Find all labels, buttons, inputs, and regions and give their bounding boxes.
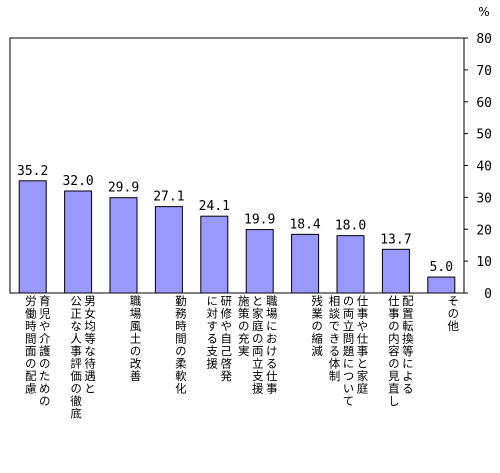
data-label: 29.9 (108, 181, 139, 196)
x-tick-label-line: 育児や介護のための (37, 295, 52, 408)
bar (245, 229, 274, 294)
bar (154, 206, 183, 294)
bar (381, 248, 410, 294)
data-label: 27.1 (153, 190, 184, 205)
x-tick-label-line: 仕事や仕事と家庭 (355, 295, 370, 395)
y-axis: 0 10 20 30 40 50 60 70 80 (464, 32, 492, 302)
y-tick-label: 30 (476, 191, 492, 206)
unit-label: % (478, 5, 489, 19)
x-tick-label: 職場風土の改善 (105, 295, 143, 383)
x-tick-label: 職場における仕事 と家庭の両立支援 施策の充実 (237, 295, 279, 395)
y-tick-label: 40 (476, 160, 492, 175)
y-tick-label: 60 (476, 96, 492, 111)
x-tick-label-line: の両立問題について (341, 295, 356, 408)
x-tick-label-line: 労働時間面の配慮 (23, 295, 38, 395)
bar (291, 233, 320, 294)
data-label: 18.4 (289, 217, 320, 232)
bar (200, 215, 229, 294)
y-tick-label: 70 (476, 64, 492, 79)
x-tick-label-line: 勤務時間の柔軟化 (173, 295, 188, 395)
data-label: 19.9 (244, 213, 275, 228)
x-tick-label: 男女均等な待遇と 公正な人事評価の徹底 (59, 295, 97, 420)
x-tick-label: 残業の縮減 (286, 295, 324, 358)
x-tick-label: 仕事や仕事と家庭 の両立問題について 相談できる体制 (328, 295, 370, 408)
bar (64, 190, 93, 294)
x-tick-label-line: 配置転換等による (400, 295, 415, 395)
y-tick-label: 0 (484, 287, 492, 302)
bar (427, 276, 456, 294)
bar (336, 235, 365, 294)
bar (109, 197, 138, 294)
bars-group (18, 180, 456, 294)
x-tick-label: 勤務時間の柔軟化 (150, 295, 188, 395)
data-label: 13.7 (380, 232, 411, 247)
x-tick-label-line: 研修や自己啓発 (219, 295, 234, 383)
x-tick-label-line: 残業の縮減 (310, 295, 325, 358)
x-tick-label-line: 相談できる体制 (327, 295, 342, 383)
data-label: 5.0 (430, 260, 453, 275)
x-tick-label-line: 男女均等な待遇と (83, 295, 98, 395)
bar (18, 180, 47, 294)
x-tick-label-line: に対する支援 (205, 295, 220, 370)
x-tick-label-line: その他 (446, 295, 461, 333)
value-labels-group: 35.2 32.0 29.9 27.1 24.1 19.9 18.4 18.0 13.7 5.0 (17, 164, 453, 275)
x-tick-label: 配置転換等による 仕事の内容の見直し (377, 295, 415, 408)
data-label: 18.0 (335, 219, 366, 234)
data-label: 24.1 (199, 199, 230, 214)
x-tick-label-line: と家庭の両立支援 (250, 295, 265, 395)
x-tick-label: 研修や自己啓発 に対する支援 (195, 295, 233, 383)
x-tick-label-line: 仕事の内容の見直し (386, 295, 401, 408)
x-tick-label-line: 職場における仕事 (264, 295, 279, 395)
y-tick-label: 10 (476, 255, 492, 270)
y-tick-label: 50 (476, 128, 492, 143)
x-tick-label: 育児や介護のための 労働時間面の配慮 (14, 295, 52, 408)
x-tick-label-line: 公正な人事評価の徹底 (69, 295, 84, 420)
data-label: 32.0 (62, 174, 93, 189)
x-tick-label-line: 職場風土の改善 (128, 295, 143, 383)
x-tick-label-line: 施策の充実 (236, 295, 251, 358)
y-tick-label: 80 (476, 32, 492, 47)
x-tick-label: その他 (422, 295, 460, 333)
data-label: 35.2 (17, 164, 48, 179)
y-tick-label: 20 (476, 223, 492, 238)
